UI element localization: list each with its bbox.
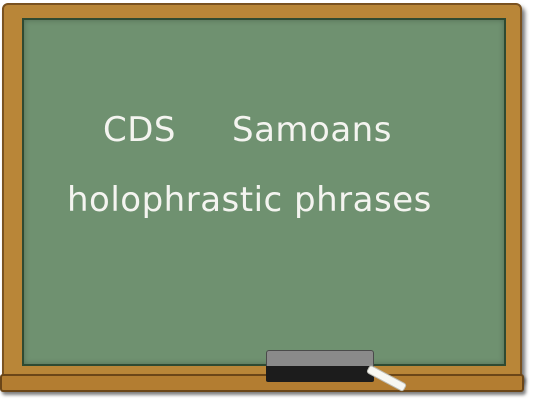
chalkboard-frame	[2, 3, 522, 383]
chalk-text-holophrastic-phrases: holophrastic phrases	[67, 180, 432, 220]
eraser-icon	[266, 350, 374, 382]
eraser-felt	[266, 366, 374, 382]
chalk-text-cds: CDS	[103, 110, 177, 150]
chalkboard-surface	[22, 18, 506, 366]
chalk-text-samoans: Samoans	[232, 110, 392, 150]
chalk-ledge	[0, 374, 524, 392]
